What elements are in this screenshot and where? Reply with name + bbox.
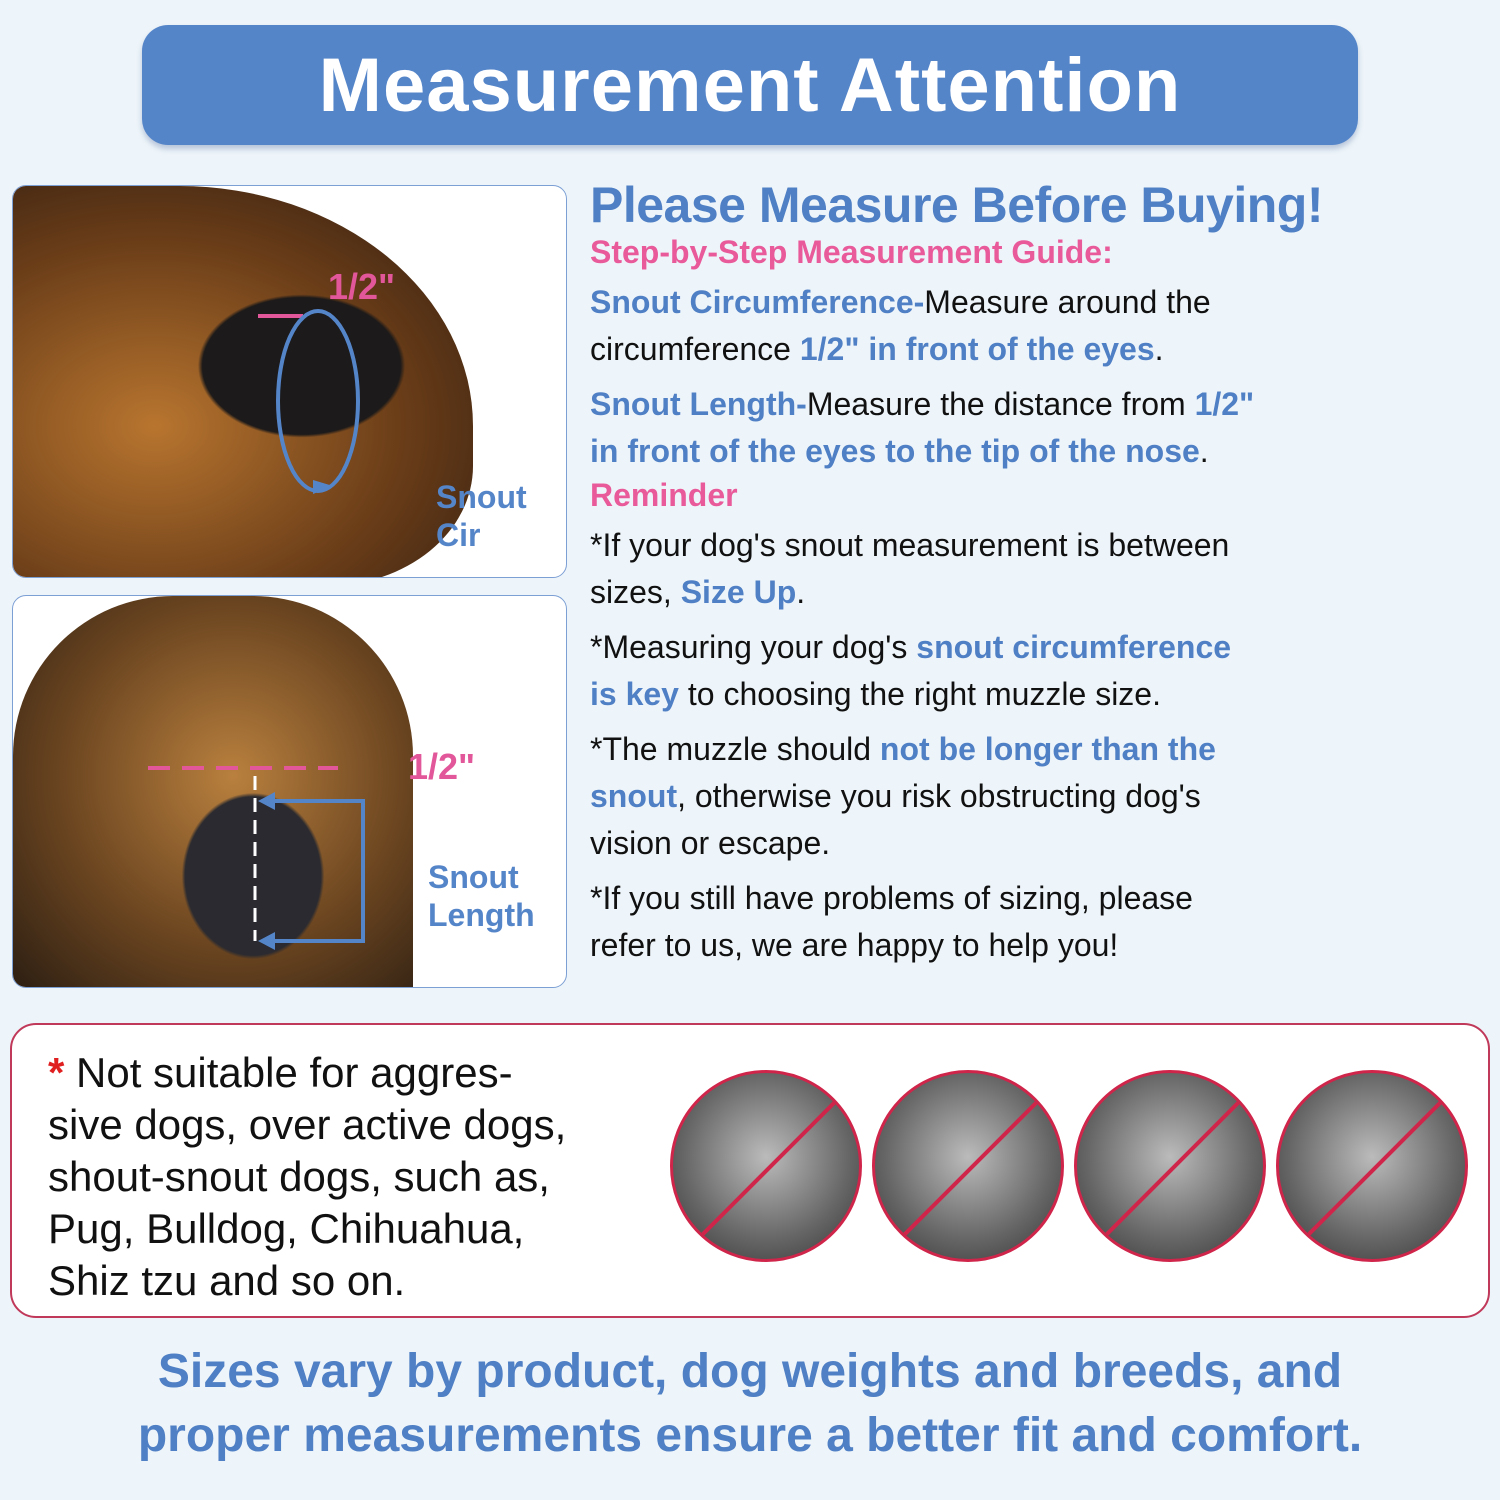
highlight-text: not be longer than the [879, 731, 1216, 767]
dog-front-image [13, 596, 413, 987]
body-text: . [796, 574, 806, 610]
footer-note: Sizes vary by product, dog weights and b… [137, 1345, 1363, 1462]
text-line: in front of the eyes to the tip of the n… [590, 428, 1495, 475]
reminder-item: *Measuring your dog's snout circumferenc… [590, 624, 1495, 718]
title-banner: Measurement Attention [142, 25, 1358, 145]
highlight-text: Size Up [680, 574, 797, 610]
circumference-arrow-icon [258, 309, 360, 494]
length-arrow-icon [148, 766, 365, 950]
highlight-text: Snout Length- [590, 386, 807, 422]
text-line: is key to choosing the right muzzle size… [590, 671, 1495, 718]
page-title: Measurement Attention [318, 42, 1182, 128]
body-text: sizes, [590, 574, 681, 610]
guide-heading: Please Measure Before Buying! [590, 177, 1324, 233]
body-text: refer to us, we are happy to help you! [590, 927, 1119, 963]
text-line: circumference 1/2" in front of the eyes. [590, 326, 1495, 373]
body-text: Measure the distance from [806, 386, 1195, 422]
body-text: circumference [590, 331, 800, 367]
text-line: Snout Length-Measure the distance from 1… [590, 381, 1495, 428]
guide-step: Snout Length-Measure the distance from 1… [590, 381, 1495, 475]
guide-subheading: Step-by-Step Measurement Guide: [590, 234, 1113, 270]
snout-length-label: Snout Length [428, 859, 535, 933]
snout-cir-label: Snout Cir [436, 479, 527, 553]
text-line: sizes, Size Up. [590, 569, 1495, 616]
text-line: snout, otherwise you risk obstructing do… [590, 773, 1495, 820]
body-text: Measure around the [924, 284, 1211, 320]
reminder-heading: Reminder [590, 477, 738, 513]
body-text: to choosing the right muzzle size. [678, 676, 1161, 712]
text-line: *Measuring your dog's snout circumferenc… [590, 624, 1495, 671]
half-inch-label: 1/2" [408, 746, 476, 787]
body-text: , otherwise you risk obstructing dog's [677, 778, 1201, 814]
body-text: *If you still have problems of sizing, p… [590, 880, 1193, 916]
guide-step: Snout Circumference-Measure around the ci… [590, 279, 1495, 373]
body-text: vision or escape. [590, 825, 831, 861]
highlight-text: Snout Circumference- [590, 284, 925, 320]
highlight-text: snout [590, 778, 678, 814]
highlight-text: is key [590, 676, 679, 712]
snout-circumference-panel: 1/2" Snout Cir [12, 185, 567, 578]
text-line: vision or escape. [590, 820, 1495, 867]
highlight-text: snout circumference [916, 629, 1232, 665]
asterisk-icon: * [48, 1049, 65, 1096]
body-text: . [1199, 433, 1209, 469]
no-french-bulldog-icon [1276, 1070, 1468, 1262]
highlight-text: 1/2" in front of the eyes [799, 331, 1155, 367]
measurement-guide: Please Measure Before Buying! Step-by-St… [590, 176, 1495, 969]
snout-length-panel: 1/2" Snout Length [12, 595, 567, 988]
unsuitable-dogs-warning: * Not suitable for aggres- sive dogs, ov… [10, 1023, 1490, 1318]
text-line: *The muzzle should not be longer than th… [590, 726, 1495, 773]
half-inch-label: 1/2" [328, 266, 396, 307]
no-pug-icon [670, 1070, 862, 1262]
text-line: Snout Circumference-Measure around the [590, 279, 1495, 326]
reminder-item: *If your dog's snout measurement is betw… [590, 522, 1495, 616]
body-text: *If your dog's snout measurement is betw… [590, 527, 1230, 563]
no-shih-tzu-icon [1074, 1070, 1266, 1262]
reminder-item: *The muzzle should not be longer than th… [590, 726, 1495, 867]
no-bulldog-icon [872, 1070, 1064, 1262]
body-text: *The muzzle should [590, 731, 880, 767]
text-line: refer to us, we are happy to help you! [590, 922, 1495, 969]
body-text: *Measuring your dog's [590, 629, 917, 665]
body-text: . [1154, 331, 1164, 367]
text-line: *If your dog's snout measurement is betw… [590, 522, 1495, 569]
reminder-item: *If you still have problems of sizing, p… [590, 875, 1495, 969]
highlight-text: in front of the eyes to the tip of the n… [590, 433, 1200, 469]
warning-text: * Not suitable for aggres- sive dogs, ov… [48, 1049, 567, 1304]
highlight-text: 1/2" [1194, 386, 1255, 422]
text-line: *If you still have problems of sizing, p… [590, 875, 1495, 922]
